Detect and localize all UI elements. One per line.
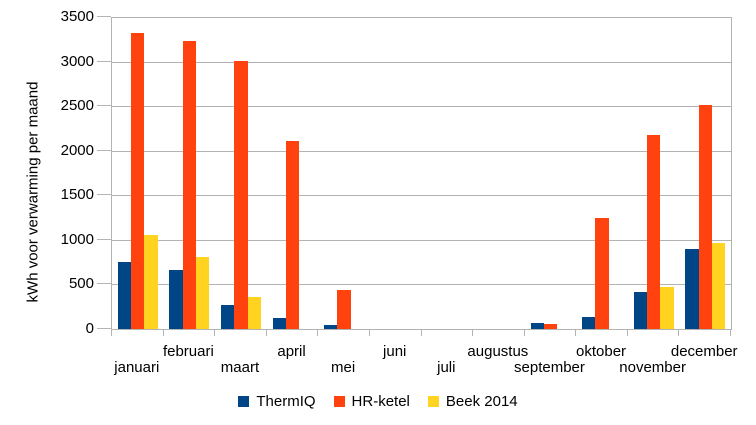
legend-item-hr-ketel: HR-ketel (333, 393, 410, 410)
bar-hr-ketel-oktober (595, 217, 609, 329)
gridline (112, 150, 731, 152)
legend-swatch-icon (333, 396, 345, 407)
legend-swatch-icon (427, 396, 439, 407)
gridline (112, 195, 731, 197)
bar-hr-ketel-december (698, 105, 712, 329)
bar-thermiq-oktober (582, 316, 596, 329)
gridline (112, 239, 731, 241)
x-tick-label-november: november (619, 359, 686, 376)
gridline (112, 17, 731, 18)
legend-item-thermiq: ThermIQ (238, 393, 316, 410)
bar-hr-ketel-februari (182, 41, 197, 329)
bar-hr-ketel-mei (337, 289, 351, 329)
y-tick-mark (97, 238, 111, 240)
x-tick-mark (523, 330, 525, 336)
x-tick-mark (472, 330, 474, 336)
x-tick-mark (317, 330, 319, 336)
y-tick-label: 2000 (60, 141, 94, 159)
legend-label: Beek 2014 (445, 393, 518, 410)
y-tick-label: 0 (85, 320, 94, 337)
x-tick-mark (678, 330, 680, 336)
x-tick-label-april: april (277, 343, 306, 360)
y-tick-mark (97, 105, 111, 107)
y-tick-label: 1500 (60, 186, 94, 204)
y-tick-label: 3000 (60, 52, 94, 70)
x-tick-mark (420, 330, 422, 336)
x-tick-label-juli: juli (437, 359, 456, 376)
x-tick-mark (111, 330, 112, 336)
x-tick-label-december: december (670, 343, 738, 360)
y-tick-mark (97, 60, 111, 62)
legend: ThermIQ HR-ketel Beek 2014 (0, 393, 756, 410)
y-tick-mark (97, 328, 111, 329)
bar-thermiq-maart (221, 304, 235, 329)
bar-hr-ketel-november (646, 134, 661, 329)
bar-hr-ketel-januari (131, 33, 145, 329)
bar-thermiq-december (685, 248, 699, 329)
y-tick-mark (97, 283, 111, 285)
y-tick-mark (97, 16, 111, 17)
legend-swatch-icon (238, 396, 250, 407)
y-tick-mark (97, 149, 111, 151)
bar-thermiq-november (633, 292, 647, 329)
plot-area (111, 17, 732, 330)
y-tick-label: 3500 (60, 8, 94, 25)
legend-item-beek-2014: Beek 2014 (427, 393, 518, 410)
y-tick-label: 1000 (60, 230, 94, 248)
bar-beek-2014-maart (247, 296, 261, 329)
x-tick-label-augustus: augustus (467, 343, 529, 360)
bar-hr-ketel-september (543, 323, 558, 329)
x-tick-label-januari: januari (114, 359, 160, 376)
x-tick-label-september: september (514, 359, 585, 376)
x-tick-mark (162, 330, 164, 336)
bar-hr-ketel-maart (234, 60, 248, 329)
bar-thermiq-april (272, 318, 286, 329)
y-tick-label: 500 (68, 275, 94, 293)
x-tick-label-mei: mei (331, 359, 356, 376)
gridline (112, 106, 731, 108)
x-tick-label-maart: maart (220, 359, 260, 376)
x-tick-label-februari: februari (162, 343, 214, 360)
bar-thermiq-januari (117, 262, 132, 329)
x-tick-mark (730, 330, 731, 336)
bar-thermiq-februari (169, 270, 183, 329)
x-tick-label-oktober: oktober (576, 343, 627, 360)
bar-beek-2014-november (660, 287, 674, 329)
x-tick-label-juni: juni (383, 343, 407, 360)
x-tick-mark (575, 330, 577, 336)
bar-beek-2014-februari (196, 256, 210, 329)
gridline (112, 61, 731, 63)
x-tick-mark (626, 330, 628, 336)
bar-beek-2014-januari (144, 235, 158, 329)
legend-label: ThermIQ (256, 393, 316, 410)
bar-beek-2014-december (711, 242, 726, 329)
bar-thermiq-mei (324, 324, 338, 329)
bar-hr-ketel-april (285, 140, 300, 329)
x-tick-mark (265, 330, 267, 336)
bar-thermiq-september (530, 323, 544, 329)
y-tick-mark (97, 194, 111, 196)
x-tick-mark (214, 330, 216, 336)
y-tick-label: 2500 (60, 97, 94, 115)
gridline (112, 284, 731, 286)
legend-label: HR-ketel (351, 393, 410, 410)
x-tick-mark (368, 330, 370, 336)
